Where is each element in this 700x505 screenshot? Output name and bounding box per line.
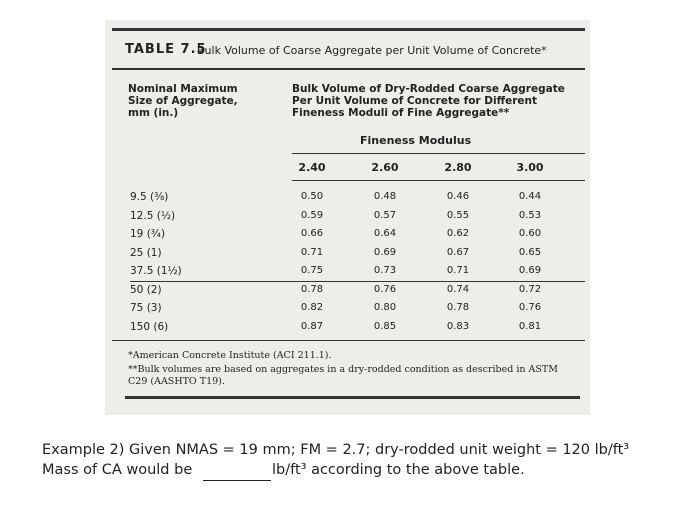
cell: 0.67 <box>446 246 470 258</box>
cell: 0.48 <box>373 191 397 202</box>
row-label: 150 (6) <box>130 320 169 333</box>
cell: 0.69 <box>518 265 542 276</box>
cell: 0.72 <box>518 283 542 295</box>
cell: 0.74 <box>446 283 470 295</box>
cell: 0.57 <box>373 209 397 221</box>
example-line: Example 2) Given NMAS = 19 mm; FM = 2.7;… <box>42 442 630 458</box>
cell: 0.50 <box>300 191 324 202</box>
modulus: 3.00 <box>516 161 544 174</box>
example-line: lb/ft³ according to the above table. <box>272 462 525 478</box>
example-line: Mass of CA would be <box>42 462 193 478</box>
table-label: TABLE 7.5 <box>125 42 207 57</box>
cell: 0.62 <box>446 228 470 239</box>
row-label: 12.5 (½) <box>130 209 176 222</box>
cell: 0.78 <box>446 302 470 313</box>
rule <box>125 396 580 399</box>
size-header: Nominal Maximum Size of Aggregate, mm (i… <box>128 83 238 119</box>
cell: 0.66 <box>300 228 324 239</box>
table-sheet <box>105 20 590 415</box>
footnote: **Bulk volumes are based on aggregates i… <box>128 364 558 387</box>
cell: 0.81 <box>518 320 542 332</box>
cell: 0.82 <box>300 302 324 313</box>
row-label: 75 (3) <box>130 302 162 314</box>
cell: 0.65 <box>518 246 542 258</box>
cell: 0.46 <box>446 191 470 202</box>
cell: 0.71 <box>300 246 324 258</box>
rule <box>292 153 585 154</box>
row-label: 50 (2) <box>130 283 162 296</box>
modulus: 2.60 <box>371 161 399 174</box>
group-header: Fineness Modulus <box>360 134 472 147</box>
cell: 0.64 <box>373 228 397 239</box>
cell: 0.76 <box>373 283 397 295</box>
rule <box>292 180 585 181</box>
cell: 0.87 <box>300 320 324 332</box>
cell: 0.80 <box>373 302 397 313</box>
cell: 0.60 <box>518 228 542 239</box>
row-label: 37.5 (1½) <box>130 265 182 277</box>
cell: 0.73 <box>373 265 397 276</box>
table-title: Bulk Volume of Coarse Aggregate per Unit… <box>197 44 547 57</box>
cell: 0.53 <box>518 209 542 221</box>
cell: 0.78 <box>300 283 324 295</box>
cell: 0.85 <box>373 320 397 332</box>
cell: 0.75 <box>300 265 324 276</box>
cell: 0.59 <box>300 209 324 221</box>
cell: 0.83 <box>446 320 470 332</box>
cell: 0.71 <box>446 265 470 276</box>
modulus: 2.80 <box>444 161 472 174</box>
row-label: 9.5 (⅜) <box>130 191 169 203</box>
cell: 0.69 <box>373 246 397 258</box>
modulus: 2.40 <box>298 161 326 174</box>
answer-blank <box>203 480 271 481</box>
rule <box>112 68 585 70</box>
rule <box>130 281 585 282</box>
volume-header: Bulk Volume of Dry-Rodded Coarse Aggrega… <box>292 83 565 119</box>
row-label: 19 (¾) <box>130 228 166 240</box>
footnote: *American Concrete Institute (ACI 211.1)… <box>128 350 332 361</box>
cell: 0.44 <box>518 191 542 202</box>
cell: 0.55 <box>446 209 470 221</box>
rule <box>112 340 585 341</box>
rule <box>112 28 585 31</box>
row-label: 25 (1) <box>130 246 162 259</box>
cell: 0.76 <box>518 302 542 313</box>
